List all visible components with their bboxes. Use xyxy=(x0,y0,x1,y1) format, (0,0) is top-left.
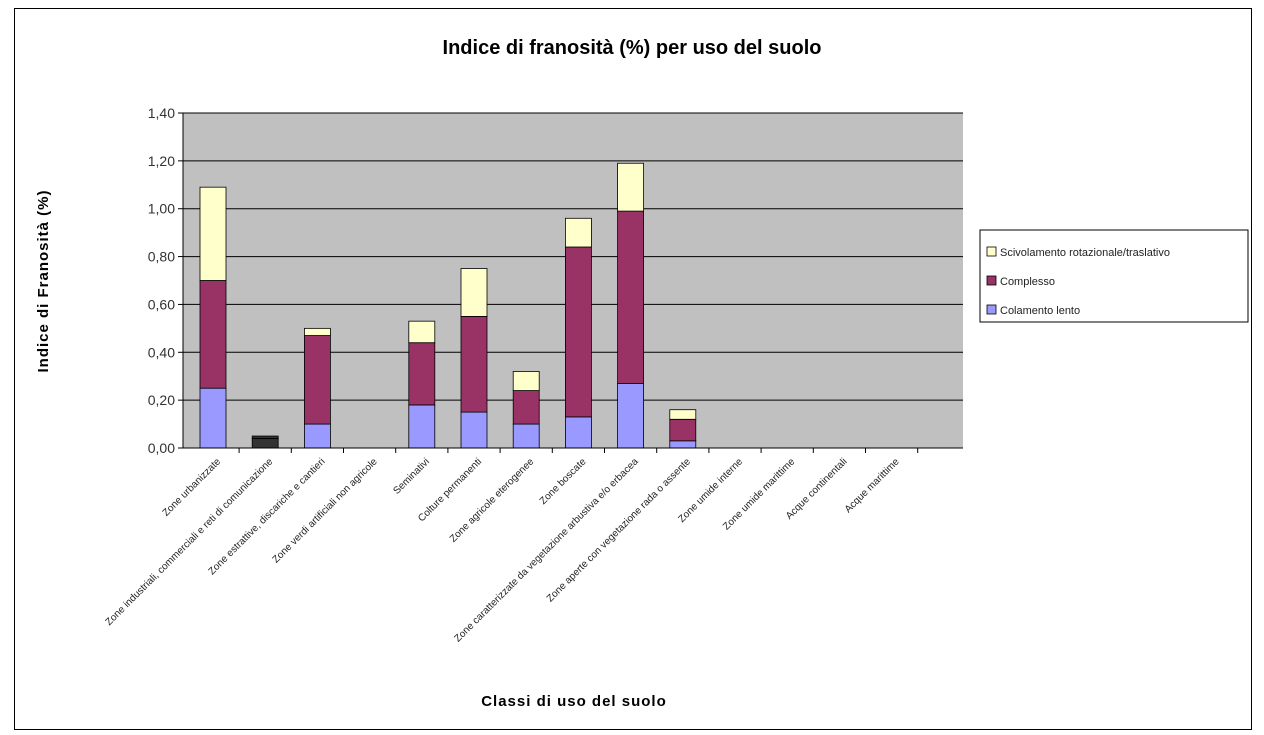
legend-swatch xyxy=(986,275,997,286)
legend-box xyxy=(979,229,1249,323)
bar-segment-2 xyxy=(512,390,540,425)
bar-segment-2 xyxy=(565,246,592,418)
bar-segment-1 xyxy=(565,416,592,449)
chart-title: Indice di franosità (%) per uso del suol… xyxy=(443,37,822,59)
y-tick-label: 0,40 xyxy=(148,344,175,360)
bar-segment-3 xyxy=(669,409,697,420)
bar-segment-3 xyxy=(512,371,540,391)
bar-segment-2 xyxy=(199,280,227,389)
y-tick-label: 0,20 xyxy=(148,392,175,408)
bar-segment-2 xyxy=(617,210,644,384)
bar-segment-1 xyxy=(617,382,644,449)
legend-label: Colamento lento xyxy=(1000,305,1080,317)
legend-swatch xyxy=(986,304,997,315)
y-axis-title: Indice di Franosità (%) xyxy=(35,189,52,372)
legend-label: Scivolamento rotazionale/traslativo xyxy=(1000,247,1170,259)
bars xyxy=(199,162,697,449)
y-tick-label: 0,00 xyxy=(148,440,175,456)
bar-segment-1 xyxy=(303,423,331,449)
y-tick-label: 1,40 xyxy=(148,105,175,121)
x-tick-label: Zone verdi artificiali non agricole xyxy=(271,456,380,565)
bar-segment-1 xyxy=(408,404,436,449)
legend-swatch xyxy=(986,246,997,257)
bar-segment-3 xyxy=(303,327,331,336)
legend: Scivolamento rotazionale/traslativo Compl… xyxy=(979,229,1249,323)
y-tick-label: 1,00 xyxy=(148,201,175,217)
y-tick-label: 0,60 xyxy=(148,296,175,312)
bar-segment-3 xyxy=(199,186,227,281)
bar-segment-3 xyxy=(408,320,436,344)
x-tick-label: Acque marittime xyxy=(843,456,902,515)
bar-segment-1 xyxy=(251,438,279,449)
x-axis-title: Classi di uso del suolo xyxy=(481,693,667,710)
bar-segment-2 xyxy=(251,435,279,439)
bar-segment-2 xyxy=(408,342,436,406)
x-tick-label: Seminativi xyxy=(392,456,432,496)
bar-segment-1 xyxy=(669,440,697,449)
x-tick-label: Zone agricole eterogenee xyxy=(448,456,537,545)
bar-segment-1 xyxy=(512,423,540,449)
x-tick-label: Zone boscate xyxy=(538,456,589,507)
bar-segment-2 xyxy=(669,418,697,442)
y-tick-label: 0,80 xyxy=(148,249,175,265)
x-tick-label: Zone caratterizzate da vegetazione arbus… xyxy=(453,456,642,645)
bar-segment-3 xyxy=(460,268,488,317)
bar-segment-3 xyxy=(617,162,644,212)
bar-segment-3 xyxy=(565,217,592,248)
x-tick-label: Zone estrattive, discariche e cantieri xyxy=(207,456,328,577)
bar-segment-1 xyxy=(199,387,227,449)
bar-segment-1 xyxy=(460,411,488,449)
legend-label: Complesso xyxy=(1000,276,1055,288)
bar-segment-2 xyxy=(303,335,331,425)
y-tick-label: 1,20 xyxy=(148,153,175,169)
y-axis: 0,00 0,20 0,40 0,60 0,80 1,00 1,20 1,40 xyxy=(148,105,184,456)
bar-segment-2 xyxy=(460,315,488,413)
